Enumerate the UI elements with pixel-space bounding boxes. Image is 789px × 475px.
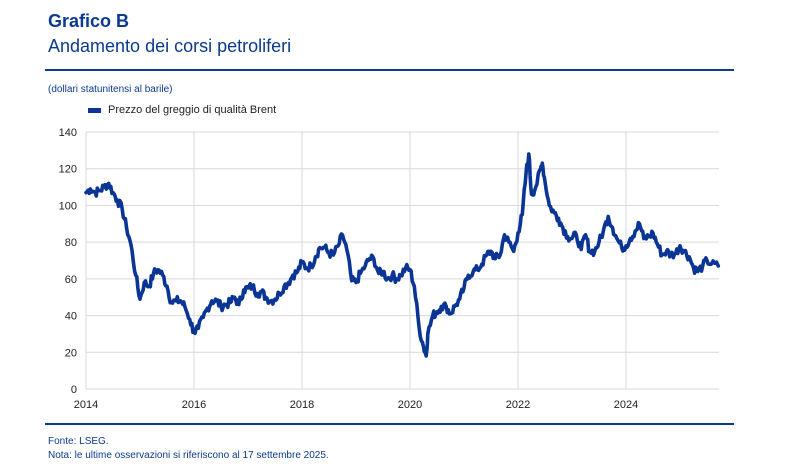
figure-label: Grafico B xyxy=(48,11,130,31)
y-axis: 0 20 40 60 80 100 120 140 xyxy=(59,127,77,396)
y-tick-label: 100 xyxy=(59,200,77,212)
unit-label: (dollari statunitensi al barile) xyxy=(48,84,173,95)
series-line-brent xyxy=(84,152,721,358)
header-divider xyxy=(45,69,734,71)
y-tick-label: 20 xyxy=(65,347,77,359)
y-tick-label: 120 xyxy=(59,164,77,176)
chart-title: Andamento dei corsi petroliferi xyxy=(48,36,292,56)
y-tick-label: 0 xyxy=(71,384,77,396)
x-tick-label: 2016 xyxy=(182,399,206,411)
x-tick-label: 2018 xyxy=(290,399,314,411)
footnote: Nota: le ultime osservazioni si riferisc… xyxy=(48,450,329,461)
footer-divider xyxy=(45,423,734,425)
y-tick-label: 40 xyxy=(65,311,77,323)
x-axis: 2014 2016 2018 2020 2022 2024 xyxy=(74,399,638,411)
y-tick-label: 140 xyxy=(59,127,77,139)
y-tick-label: 60 xyxy=(65,274,77,286)
x-tick-label: 2024 xyxy=(614,399,638,411)
source-note: Fonte: LSEG. xyxy=(48,436,109,447)
x-tick-label: 2022 xyxy=(506,399,530,411)
x-tick-label: 2014 xyxy=(74,399,98,411)
x-tick-label: 2020 xyxy=(398,399,422,411)
legend-swatch xyxy=(88,107,101,113)
y-tick-label: 80 xyxy=(65,237,77,249)
grid xyxy=(85,131,719,390)
legend-label: Prezzo del greggio di qualità Brent xyxy=(108,104,277,116)
legend: Prezzo del greggio di qualità Brent xyxy=(88,104,276,116)
